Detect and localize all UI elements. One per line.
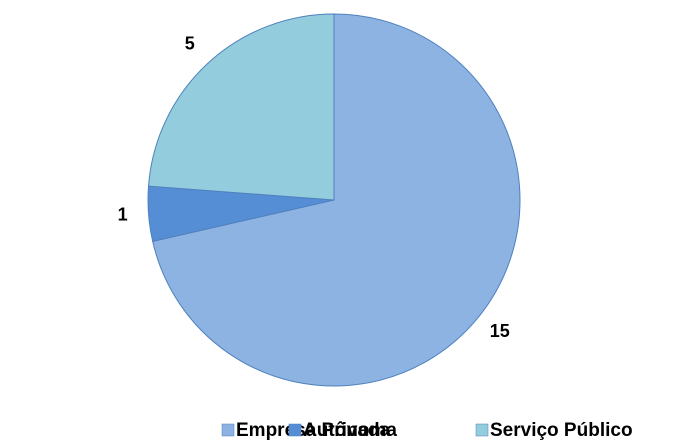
legend-label: Serviço Público — [490, 420, 633, 441]
data-label: 15 — [490, 321, 510, 341]
pie-slice — [147, 13, 335, 201]
legend-swatch — [288, 423, 302, 437]
data-label: 1 — [118, 205, 128, 225]
legend-label: Empresa Privada — [236, 420, 391, 441]
legend-swatch — [475, 423, 489, 437]
legend-swatch — [221, 423, 235, 437]
legend-label: Autônoma — [303, 420, 397, 441]
data-label: 5 — [185, 33, 195, 53]
pie-slice — [152, 13, 521, 387]
